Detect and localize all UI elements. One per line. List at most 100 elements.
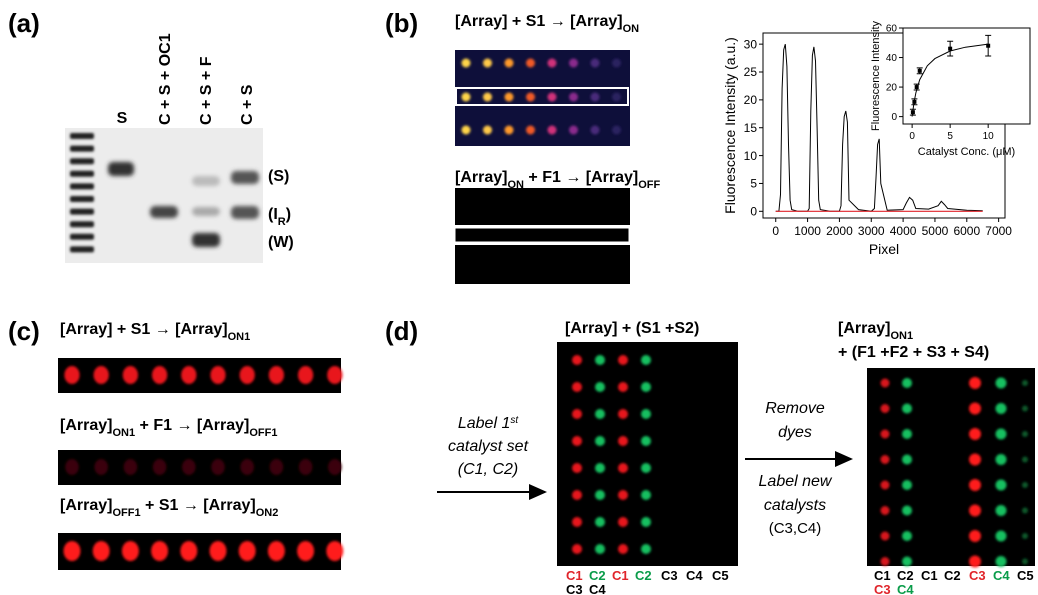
spot: [595, 382, 605, 392]
spot: [297, 541, 314, 561]
spot: [881, 379, 890, 388]
column-label: C4: [993, 568, 1010, 583]
spot: [505, 126, 514, 135]
ladder-band: [70, 234, 94, 240]
data-point: [948, 47, 952, 51]
spot: [902, 404, 912, 414]
x-tick-label: 5: [947, 131, 953, 142]
spot: [269, 366, 284, 384]
step-superscript: st: [510, 415, 519, 426]
spot: [595, 463, 605, 473]
spot: [483, 59, 492, 68]
spot: [996, 378, 1007, 389]
spot: [548, 59, 557, 68]
spot: [595, 544, 605, 554]
spot: [881, 430, 890, 439]
reaction-label: [Array] + S1 → [Array]ON: [455, 13, 639, 35]
y-axis-label: Fluorescence Intensity: [870, 20, 882, 131]
y-tick-label: 40: [886, 53, 898, 64]
panel-label: (a): [8, 8, 40, 38]
step-label: dyes: [778, 424, 812, 441]
spot: [902, 378, 912, 388]
lane-label: C + S + F: [198, 56, 215, 125]
x-tick-label: 0: [772, 224, 779, 238]
spot: [881, 455, 890, 464]
array-image: [867, 368, 1035, 566]
lane-label: C + S: [239, 84, 256, 125]
spot: [483, 93, 492, 102]
spot: [969, 428, 981, 440]
ladder-band: [70, 221, 94, 227]
spot: [595, 490, 605, 500]
spot: [881, 557, 890, 566]
band-label: (W): [268, 234, 294, 251]
spot: [641, 382, 651, 392]
spot: [572, 382, 582, 392]
x-axis-label: Pixel: [869, 241, 899, 257]
reaction-part: + F1 → [Array]: [524, 169, 638, 186]
spot: [211, 459, 225, 475]
spot: [902, 557, 912, 567]
data-point: [912, 100, 916, 104]
column-label: C3: [874, 582, 891, 595]
spot: [969, 479, 981, 491]
y-tick-label: 30: [744, 37, 758, 51]
y-axis-label: Fluorescence Intensity (a.u.): [722, 37, 738, 214]
x-tick-label: 7000: [985, 224, 1012, 238]
spot: [618, 517, 628, 527]
reaction-part: [Array]: [60, 497, 112, 514]
spot: [94, 366, 109, 384]
spot: [569, 126, 578, 135]
column-label: C3: [969, 568, 986, 583]
step-label: Remove: [765, 400, 825, 417]
spot: [969, 377, 981, 389]
spot: [595, 409, 605, 419]
reaction-label: [Array]ON1: [838, 320, 913, 342]
spot: [572, 436, 582, 446]
step-label: (C1, C2): [458, 461, 518, 478]
panel-label: (d): [385, 316, 418, 346]
spot: [65, 459, 79, 475]
x-tick-label: 10: [983, 131, 995, 142]
spot: [618, 544, 628, 554]
spot: [326, 541, 343, 561]
spot: [462, 59, 471, 68]
spot: [572, 355, 582, 365]
spot: [1022, 508, 1028, 514]
spot: [591, 59, 600, 68]
spot: [182, 459, 196, 475]
spot: [299, 459, 313, 475]
spot: [969, 505, 981, 517]
band-label: (S): [268, 168, 289, 185]
x-tick-label: 2000: [826, 224, 853, 238]
column-label: C1: [921, 568, 938, 583]
y-tick-label: 10: [744, 149, 758, 163]
spot: [1022, 559, 1028, 565]
column-label: C1: [612, 568, 629, 583]
spot: [569, 59, 578, 68]
step-label: (C3,C4): [769, 520, 822, 537]
reaction-part: [Array] + S1 → [Array]: [455, 13, 623, 30]
spot: [270, 459, 284, 475]
spot: [240, 459, 254, 475]
spot: [298, 366, 313, 384]
spot: [641, 409, 651, 419]
spot: [996, 429, 1007, 440]
band-label-subscript: R: [278, 216, 286, 228]
reaction-subscript: ON1: [890, 330, 913, 342]
data-point: [918, 69, 922, 73]
spot: [902, 429, 912, 439]
x-tick-label: 1000: [794, 224, 821, 238]
column-label: C4: [589, 582, 606, 595]
spot: [239, 541, 256, 561]
spot: [969, 530, 981, 542]
column-label: C4: [897, 582, 914, 595]
gel-band: [192, 233, 220, 247]
spot: [240, 366, 255, 384]
spot: [996, 480, 1007, 491]
reaction-part: + F1 → [Array]: [135, 417, 249, 434]
spot: [1022, 380, 1028, 386]
y-tick-label: 0: [750, 205, 757, 219]
ladder-band: [70, 246, 94, 252]
spot: [327, 366, 342, 384]
